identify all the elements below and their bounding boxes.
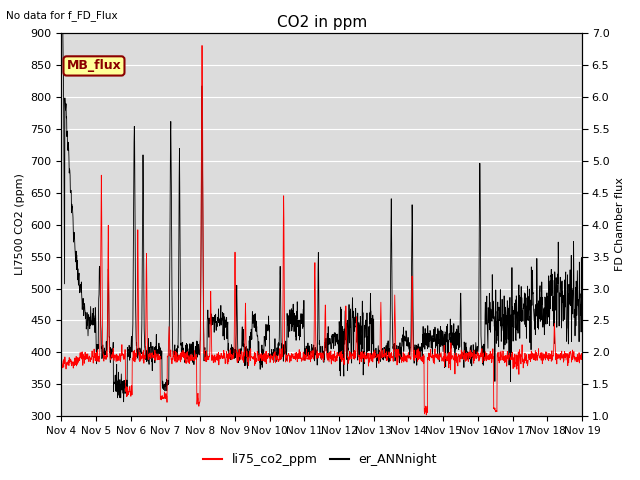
Title: CO2 in ppm: CO2 in ppm <box>276 15 367 30</box>
Text: MB_flux: MB_flux <box>67 60 122 72</box>
Text: No data for f_FD_Flux: No data for f_FD_Flux <box>6 10 118 21</box>
Y-axis label: LI7500 CO2 (ppm): LI7500 CO2 (ppm) <box>15 174 25 276</box>
Legend: li75_co2_ppm, er_ANNnight: li75_co2_ppm, er_ANNnight <box>198 448 442 471</box>
Y-axis label: FD Chamber flux: FD Chamber flux <box>615 178 625 272</box>
